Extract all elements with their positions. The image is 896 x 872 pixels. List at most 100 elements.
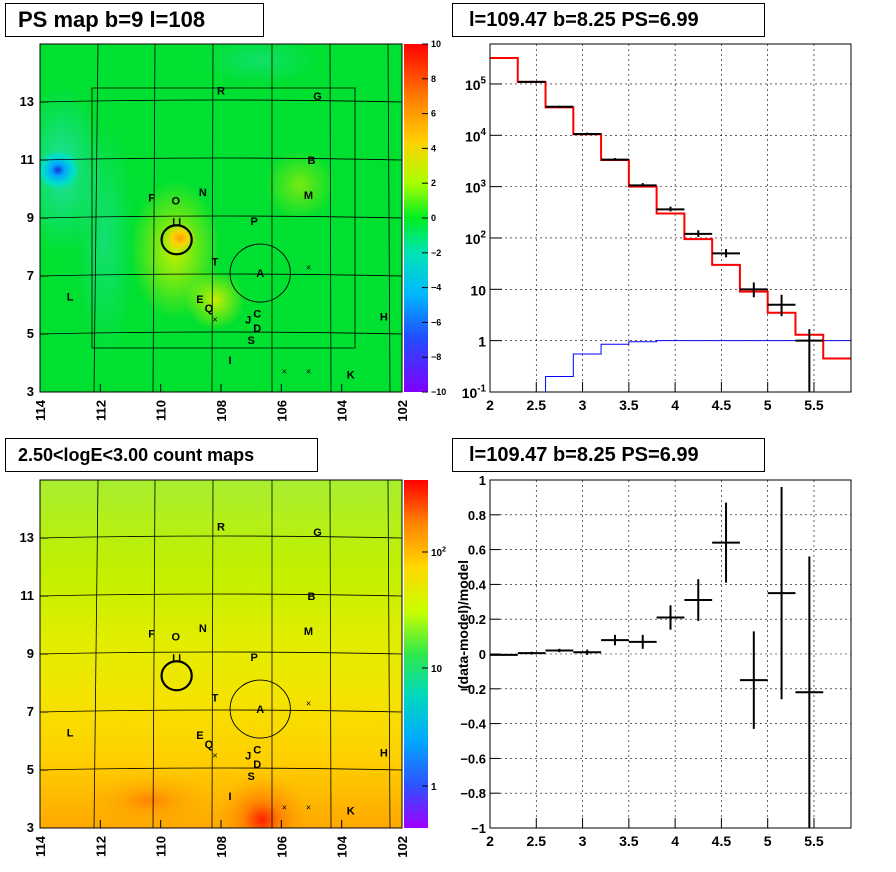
count-colorbar-tick-label: 10: [431, 664, 443, 675]
ps-map-source-label: H: [380, 312, 388, 324]
spectrum-x-tick-label: 5: [764, 397, 772, 413]
ps-colorbar-tick-label: −6: [431, 317, 441, 327]
ps-map-source-label: I: [229, 355, 232, 367]
spectrum-data-points: [517, 80, 824, 392]
count-map-source-label: A: [256, 704, 264, 716]
ps-map-x-tick-label: 110: [154, 400, 169, 421]
residual-x-tick-label: 4.5: [712, 833, 732, 849]
count-map-source-circle: [229, 679, 291, 739]
spectrum-x-tick-label: 3: [579, 397, 587, 413]
count-map-x-tick-label: 110: [154, 836, 169, 857]
residual-x-tick-label: 5.5: [804, 833, 824, 849]
ps-map-source-label: K: [347, 370, 355, 382]
ps-colorbar-tick-label: 0: [431, 213, 436, 223]
ps-map-cross-marker: ×: [306, 262, 311, 272]
ps-map-source-label: Q: [205, 303, 214, 315]
count-map-cross-marker: ×: [306, 803, 311, 813]
ps-colorbar-tick-label: −10: [431, 387, 446, 397]
count-map-cross-marker: ×: [306, 698, 311, 708]
ps-map-source-label: N: [199, 187, 207, 199]
ps-map-y-tick-label: 7: [27, 268, 34, 283]
count-colorbar-tick-label: 1: [431, 782, 437, 793]
count-map-axes: 114 112 110 108 106 104 102 13 11 9 7 5 3 102 10 1: [20, 530, 447, 858]
count-map-source-label: K: [347, 806, 355, 818]
residual-y-axis-label: (data-model)/model: [455, 560, 471, 689]
spectrum-y-tick-label: 10: [470, 282, 486, 298]
ps-map-y-tick-label: 5: [27, 326, 34, 341]
count-map-y-tick-label: 9: [27, 646, 34, 661]
count-map-y-tick-label: 7: [27, 704, 34, 719]
ps-map-source-label: R: [217, 85, 225, 97]
count-map-source-label: P: [251, 652, 258, 664]
ps-map-source-label: G: [313, 91, 322, 103]
count-map-x-tick-label: 102: [395, 836, 410, 858]
residual-y-tick-label: −0.4: [460, 717, 486, 732]
count-map-x-tick-label: 108: [214, 836, 229, 858]
spectrum-x-tick-label: 2.5: [527, 397, 547, 413]
spectrum-x-tick-label: 4.5: [712, 397, 732, 413]
residual-y-tick-label: 0.6: [468, 543, 486, 558]
spectrum-x-tick-label: 5.5: [804, 397, 824, 413]
residual-y-tick-label: 0.4: [468, 577, 487, 592]
spectrum-frame: [489, 43, 852, 393]
count-map-source-tick: [172, 654, 181, 662]
ps-map-y-tick-label: 3: [27, 384, 34, 399]
spectrum-x-tick-label: 2: [486, 397, 494, 413]
residual-y-tick-label: −0.2: [460, 682, 486, 697]
ps-map-source-label: F: [148, 193, 155, 205]
count-map-source-label: C: [253, 745, 261, 757]
ps-map-x-tick-label: 102: [395, 400, 410, 422]
ps-map-y-tick-label: 9: [27, 210, 34, 225]
ps-map-cross-marker: ×: [306, 367, 311, 377]
ps-map-x-tick-label: 114: [33, 399, 48, 421]
ps-map-source-circle: [160, 224, 193, 256]
ps-map-source-label: M: [304, 190, 313, 202]
count-map-y-tick-label: 11: [20, 588, 34, 603]
residual-title: l=109.47 b=8.25 PS=6.99: [452, 438, 765, 472]
count-map-y-tick-label: 3: [27, 820, 34, 835]
spectrum-x-tick-label: 3.5: [619, 397, 639, 413]
count-map-source-label: L: [67, 727, 74, 739]
count-map-heatmap: R G B F O N M P T A L EQ H J CDS I K × × × ×: [40, 480, 402, 828]
ps-map-cross-marker: ×: [212, 315, 217, 325]
spectrum-y-tick-label: 104: [465, 127, 487, 144]
residual-panel: 2 2.5 3 3.5 4 4.5 5 5.5 1 0.8 0.6 0.4 0.2 0 −0.2 −0.4 −0…: [455, 473, 852, 849]
count-map-source-circle: [160, 660, 193, 692]
spectrum-y-tick-label: 103: [465, 178, 487, 195]
ps-map-x-tick-label: 112: [93, 400, 108, 421]
ps-colorbar-tick-label: −4: [431, 283, 441, 293]
residual-y-tick-label: −1: [471, 821, 486, 836]
ps-colorbar-tick-label: −2: [431, 248, 441, 258]
residual-y-tick-label: −0.6: [460, 751, 486, 766]
residual-x-tick-label: 4: [671, 833, 679, 849]
count-map-y-tick-label: 5: [27, 762, 34, 777]
ps-map-source-label: J: [245, 315, 251, 327]
count-map-source-label: F: [148, 629, 155, 641]
count-map-cross-marker: ×: [212, 751, 217, 761]
ps-map-axes: 114 112 110 108 106 104 102131197531086420−2−4…: [20, 39, 447, 422]
ps-map-source-label: P: [251, 216, 258, 228]
ps-colorbar-tick-label: 2: [431, 178, 436, 188]
spectrum-series-blue: [545, 340, 851, 392]
ps-map-y-tick-label: 11: [20, 152, 34, 167]
spectrum-title: l=109.47 b=8.25 PS=6.99: [452, 3, 765, 37]
count-map-source-label: O: [171, 632, 180, 644]
ps-map-source-label: D: [253, 323, 261, 335]
ps-colorbar-tick-label: −8: [431, 352, 441, 362]
ps-map-markers: R G B F O N M P T A L EQ H J CDS I K × × × ×: [67, 85, 388, 381]
ps-map-x-tick-label: 108: [214, 400, 229, 422]
residual-y-tick-label: −0.8: [460, 786, 486, 801]
ps-map-source-label: T: [212, 257, 219, 269]
ps-map-heatmap: R G B F O N M P T A L EQ H J CDS I K × × × ×: [40, 44, 402, 392]
ps-map-title: PS map b=9 l=108: [5, 3, 264, 37]
residual-y-tick-label: 0.2: [468, 612, 486, 627]
residual-data-points: [490, 486, 824, 828]
ps-map-source-label: S: [247, 335, 254, 347]
count-map-x-tick-label: 114: [33, 835, 48, 857]
residual-y-tick-label: 1: [479, 473, 486, 488]
